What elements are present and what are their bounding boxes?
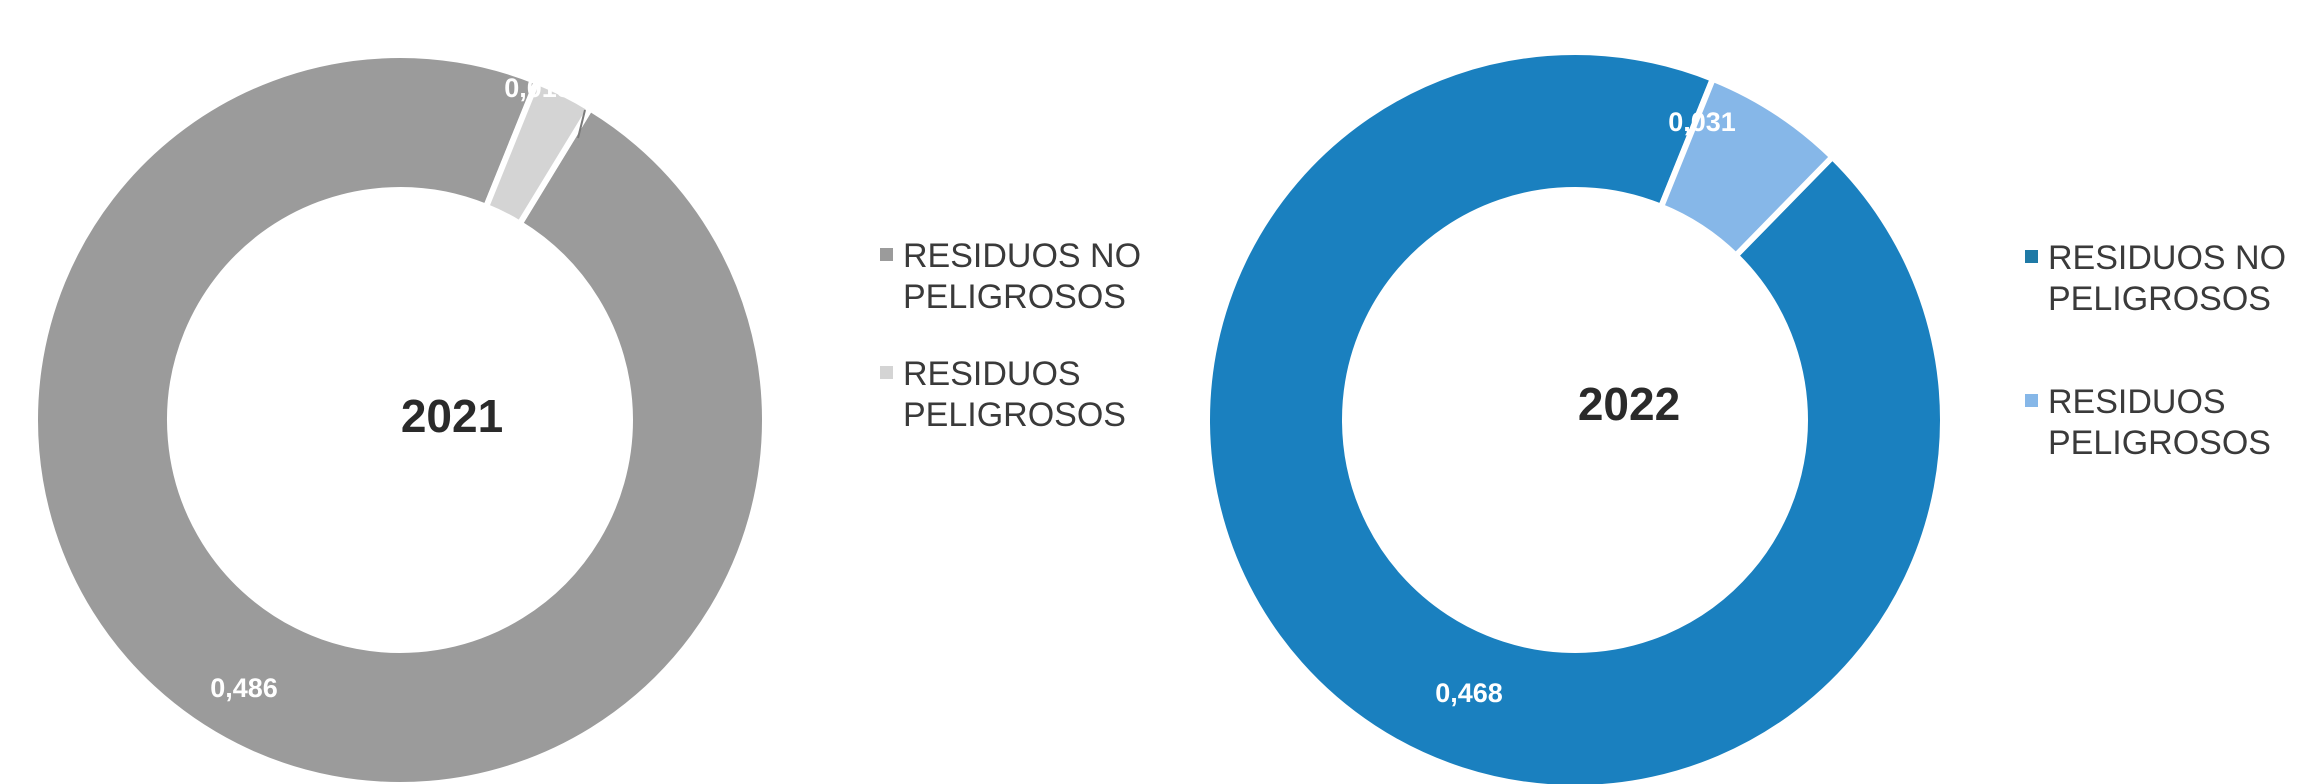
legend-label: RESIDUOS NO PELIGROSOS <box>2048 239 2287 318</box>
legend-label: RESIDUOS PELIGROSOS <box>903 355 1126 434</box>
legend-2022: RESIDUOS NO PELIGROSOS RESIDUOS PELIGROS… <box>2025 238 2305 526</box>
legend-swatch <box>2025 250 2038 263</box>
donut-slice-residuos-peligrosos <box>482 77 595 228</box>
donut-chart-2022: 2022 0,468 0,031 <box>1203 49 1946 784</box>
legend-swatch <box>880 366 893 379</box>
data-label-residuos-no-peligrosos: 0,486 <box>210 673 278 703</box>
legend-swatch <box>2025 394 2038 407</box>
data-label-residuos-peligrosos: 0,013 <box>504 73 572 103</box>
legend-label: RESIDUOS PELIGROSOS <box>2048 383 2271 462</box>
legend-item-residuos-peligrosos-2021: RESIDUOS PELIGROSOS <box>880 354 1240 436</box>
donut-slice-residuos-no-peligrosos <box>32 52 768 784</box>
donut-slice-residuos-peligrosos <box>1657 74 1837 260</box>
donut-chart-2021: 2021 0,486 0,013 <box>32 52 768 784</box>
legend-label: RESIDUOS NO PELIGROSOS <box>903 237 1142 316</box>
leader-line <box>577 109 586 139</box>
data-label-residuos-no-peligrosos: 0,468 <box>1435 678 1503 708</box>
legend-item-residuos-peligrosos-2022: RESIDUOS PELIGROSOS <box>2025 382 2305 464</box>
legend-2021: RESIDUOS NO PELIGROSOS RESIDUOS PELIGROS… <box>880 236 1240 472</box>
legend-item-residuos-no-peligrosos-2022: RESIDUOS NO PELIGROSOS <box>2025 238 2305 320</box>
legend-item-residuos-no-peligrosos-2021: RESIDUOS NO PELIGROSOS <box>880 236 1240 318</box>
donut-slice-residuos-no-peligrosos <box>1203 49 1946 784</box>
center-label-year: 2021 <box>401 390 503 442</box>
data-label-residuos-peligrosos: 0,031 <box>1668 107 1736 137</box>
center-label-year: 2022 <box>1578 378 1680 430</box>
legend-swatch <box>880 248 893 261</box>
